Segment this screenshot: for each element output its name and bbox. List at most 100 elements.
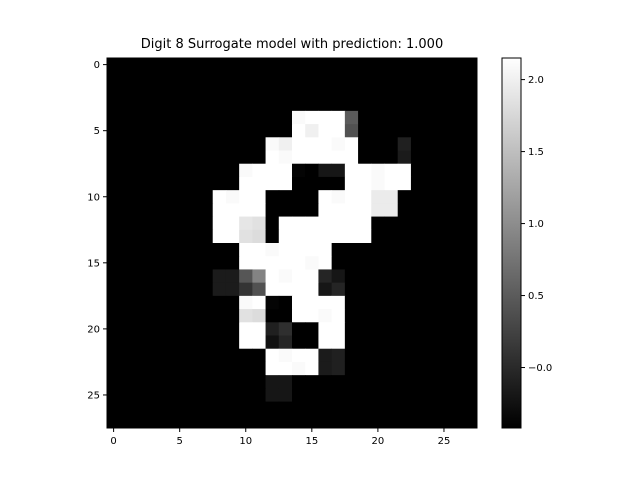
heatmap-cell <box>397 84 412 99</box>
heatmap-cell <box>318 335 333 350</box>
heatmap-cell <box>107 137 121 151</box>
heatmap-cell <box>173 124 187 138</box>
heatmap-cell <box>397 361 412 376</box>
heatmap-cell <box>225 361 240 376</box>
heatmap-cell <box>133 256 148 270</box>
heatmap-cell <box>384 71 399 85</box>
heatmap-cell <box>107 348 121 363</box>
heatmap-cell <box>384 110 399 125</box>
heatmap-cell <box>344 269 359 284</box>
heatmap-cell <box>450 71 465 85</box>
heatmap-cell <box>199 137 214 151</box>
heatmap-cell <box>463 256 478 270</box>
heatmap-cell <box>397 203 412 217</box>
heatmap-cell <box>107 388 121 402</box>
heatmap-cell <box>212 295 227 310</box>
heatmap-cell <box>292 243 306 257</box>
heatmap-cell <box>225 137 240 151</box>
heatmap-cell <box>305 203 319 217</box>
heatmap-cell <box>265 322 280 336</box>
heatmap-cell <box>397 388 412 402</box>
heatmap-cell <box>107 203 121 217</box>
heatmap-cell <box>278 335 293 350</box>
heatmap-cell <box>173 269 187 284</box>
heatmap-cell <box>199 58 214 72</box>
heatmap-cell <box>252 282 266 297</box>
heatmap-cell <box>318 348 333 363</box>
heatmap-cell <box>358 71 372 85</box>
heatmap-cell <box>186 388 200 402</box>
heatmap-cell <box>371 375 385 389</box>
heatmap-cell <box>107 243 121 257</box>
heatmap-cell <box>199 216 214 231</box>
heatmap-cell <box>371 97 385 112</box>
heatmap-cell <box>384 97 399 112</box>
heatmap-cell <box>463 229 478 244</box>
heatmap-cell <box>133 309 148 323</box>
heatmap-cell <box>159 388 174 402</box>
heatmap-cell <box>107 190 121 204</box>
heatmap-cell <box>305 163 319 178</box>
heatmap-cell <box>146 124 161 138</box>
heatmap-cell <box>410 124 425 138</box>
heatmap-cell <box>305 84 319 99</box>
heatmap-cell <box>331 322 346 336</box>
heatmap-cell <box>358 110 372 125</box>
heatmap-cell <box>437 150 451 165</box>
heatmap-cell <box>186 137 200 151</box>
heatmap-cell <box>146 295 161 310</box>
heatmap-cell <box>305 58 319 72</box>
heatmap-cell <box>410 335 425 350</box>
heatmap-cell <box>450 124 465 138</box>
heatmap-cell <box>331 256 346 270</box>
heatmap-cell <box>344 124 359 138</box>
heatmap-cell <box>265 190 280 204</box>
heatmap-cell <box>450 309 465 323</box>
heatmap-cell <box>252 375 266 389</box>
heatmap-cell <box>173 348 187 363</box>
heatmap-cell <box>463 97 478 112</box>
heatmap-cell <box>437 295 451 310</box>
heatmap-cell <box>410 203 425 217</box>
heatmap-cell <box>397 414 412 429</box>
heatmap-cell <box>107 216 121 231</box>
heatmap-cell <box>212 216 227 231</box>
heatmap-cell <box>344 97 359 112</box>
heatmap-cell <box>384 388 399 402</box>
heatmap-cell <box>159 229 174 244</box>
heatmap-cell <box>292 110 306 125</box>
heatmap-cell <box>133 375 148 389</box>
heatmap-cell <box>437 84 451 99</box>
heatmap-cell <box>424 58 438 72</box>
heatmap-cell <box>133 282 148 297</box>
heatmap-cell <box>212 243 227 257</box>
heatmap-cell <box>199 309 214 323</box>
heatmap-cell <box>159 97 174 112</box>
heatmap-cell <box>146 216 161 231</box>
heatmap-cell <box>212 110 227 125</box>
heatmap-cell <box>265 110 280 125</box>
heatmap-cell <box>384 190 399 204</box>
heatmap-cell <box>384 414 399 429</box>
heatmap-cell <box>424 150 438 165</box>
heatmap-cell <box>344 335 359 350</box>
heatmap-cell <box>371 243 385 257</box>
x-tick-label: 0 <box>110 436 116 447</box>
heatmap-cell <box>410 414 425 429</box>
heatmap-cell <box>159 401 174 416</box>
heatmap-cell <box>450 176 465 191</box>
heatmap-cell <box>159 348 174 363</box>
heatmap-cell <box>107 150 121 165</box>
heatmap-cell <box>424 110 438 125</box>
heatmap-cell <box>450 84 465 99</box>
heatmap-cell <box>318 110 333 125</box>
heatmap-cell <box>225 190 240 204</box>
heatmap-cell <box>437 58 451 72</box>
heatmap-cell <box>252 414 266 429</box>
heatmap-cell <box>278 216 293 231</box>
heatmap-cell <box>120 110 134 125</box>
heatmap-cell <box>450 361 465 376</box>
heatmap-cell <box>397 401 412 416</box>
heatmap-cell <box>463 269 478 284</box>
heatmap-cell <box>424 84 438 99</box>
